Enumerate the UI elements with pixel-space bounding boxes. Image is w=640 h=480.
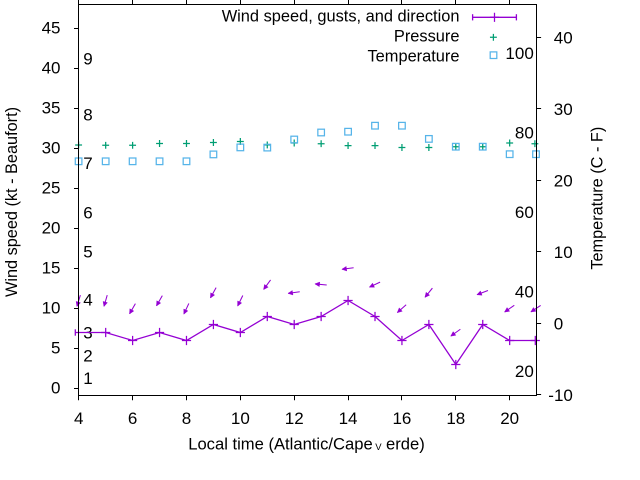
svg-text:10: 10 [554,243,573,262]
svg-text:20: 20 [554,172,573,191]
svg-text:35: 35 [42,99,61,118]
svg-text:14: 14 [339,409,358,428]
svg-text:8: 8 [83,106,92,125]
svg-text:60: 60 [515,203,534,222]
svg-text:40: 40 [515,283,534,302]
svg-text:7: 7 [83,154,92,173]
svg-text:15: 15 [42,259,61,278]
svg-text:9: 9 [83,50,92,69]
svg-text:25: 25 [42,179,61,198]
svg-text:4: 4 [74,409,83,428]
svg-text:20: 20 [500,409,519,428]
svg-text:Wind speed, gusts, and directi: Wind speed, gusts, and direction [222,8,460,26]
svg-text:4: 4 [83,291,92,310]
svg-text:6: 6 [83,204,92,223]
svg-text:40: 40 [554,29,573,48]
svg-text:2: 2 [83,347,92,366]
svg-text:Pressure: Pressure [394,28,460,46]
svg-text:30: 30 [42,139,61,158]
svg-text:45: 45 [42,19,61,38]
svg-text:100: 100 [505,44,533,63]
svg-text:0: 0 [554,315,563,334]
svg-text:12: 12 [285,409,304,428]
svg-text:6: 6 [128,409,137,428]
svg-text:10: 10 [231,409,250,428]
svg-text:8: 8 [182,409,191,428]
svg-text:Temperature (C - F): Temperature (C - F) [588,127,606,270]
svg-text:0: 0 [51,379,60,398]
svg-text:80: 80 [515,124,534,143]
svg-text:20: 20 [515,362,534,381]
svg-text:40: 40 [42,59,61,78]
svg-text:30: 30 [554,100,573,119]
svg-text:5: 5 [83,243,92,262]
svg-text:1: 1 [83,369,92,388]
svg-text:-10: -10 [548,386,573,405]
svg-text:Wind speed (kt - Beaufort): Wind speed (kt - Beaufort) [3,107,21,297]
svg-text:Temperature: Temperature [367,48,459,66]
svg-text:20: 20 [42,219,61,238]
svg-text:16: 16 [392,409,411,428]
svg-text:10: 10 [42,299,61,318]
svg-text:5: 5 [51,339,60,358]
svg-text:18: 18 [446,409,465,428]
